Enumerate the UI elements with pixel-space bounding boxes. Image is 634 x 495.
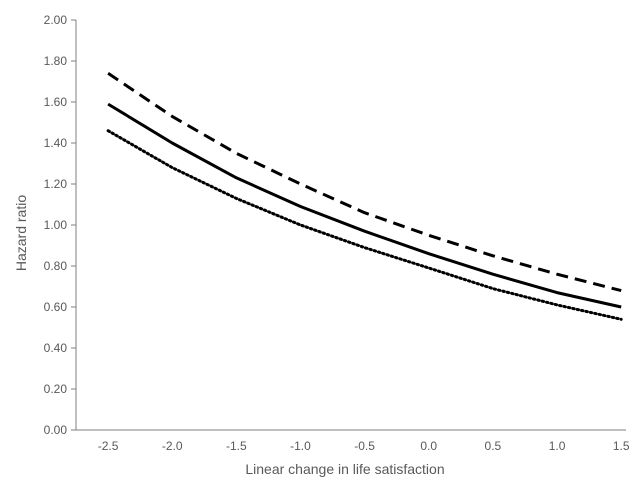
series-line-dotted xyxy=(106,129,623,321)
series-group xyxy=(106,72,623,321)
x-tick-label: 1.5 xyxy=(613,439,630,453)
x-tick-label: -2.5 xyxy=(98,439,119,453)
y-tick-label: 0.80 xyxy=(44,259,68,273)
x-tick-label: -2.0 xyxy=(162,439,183,453)
y-tick-label: 1.00 xyxy=(44,218,68,232)
x-tick-label: 0.5 xyxy=(485,439,502,453)
series-line-dashed xyxy=(107,72,622,293)
x-tick-label: -1.0 xyxy=(290,439,311,453)
y-tick-label: 2.00 xyxy=(44,13,68,27)
x-tick-label: 1.0 xyxy=(549,439,566,453)
y-tick-label: 1.80 xyxy=(44,54,68,68)
y-axis-label: Hazard ratio xyxy=(13,195,29,271)
x-tick-label: 0.0 xyxy=(420,439,437,453)
x-axis-ticks: -2.5 -2.0 -1.5 -1.0 -0.5 0.0 0.5 1.0 1.5 xyxy=(98,439,630,453)
y-tick-label: 0.20 xyxy=(44,382,68,396)
x-axis-label: Linear change in life satisfaction xyxy=(245,461,444,477)
y-tick-label: 1.60 xyxy=(44,95,68,109)
series-line-solid xyxy=(107,102,622,309)
y-tick-label: 0.00 xyxy=(44,423,68,437)
y-tick-label: 1.40 xyxy=(44,136,68,150)
y-tick-label: 1.20 xyxy=(44,177,68,191)
y-tick-label: 0.40 xyxy=(44,341,68,355)
x-tick-label: -0.5 xyxy=(354,439,375,453)
x-tick-label: -1.5 xyxy=(226,439,247,453)
y-tick-label: 0.60 xyxy=(44,300,68,314)
y-axis-ticks: 0.00 0.20 0.40 0.60 0.80 1.00 1.20 1.40 1.60 1.80… xyxy=(44,13,76,437)
